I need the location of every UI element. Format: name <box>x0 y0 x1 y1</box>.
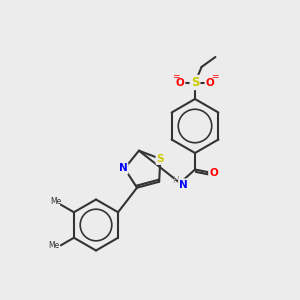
Text: O: O <box>176 77 184 88</box>
Text: H: H <box>172 176 178 185</box>
Text: S: S <box>191 76 199 89</box>
Text: =: = <box>211 73 218 82</box>
Text: Me: Me <box>50 197 61 206</box>
Text: N: N <box>119 164 128 173</box>
Text: O: O <box>206 77 214 88</box>
Text: S: S <box>157 154 164 164</box>
Text: O: O <box>209 167 218 178</box>
Text: N: N <box>179 179 188 190</box>
Text: Me: Me <box>49 241 60 250</box>
Text: =: = <box>172 73 179 82</box>
